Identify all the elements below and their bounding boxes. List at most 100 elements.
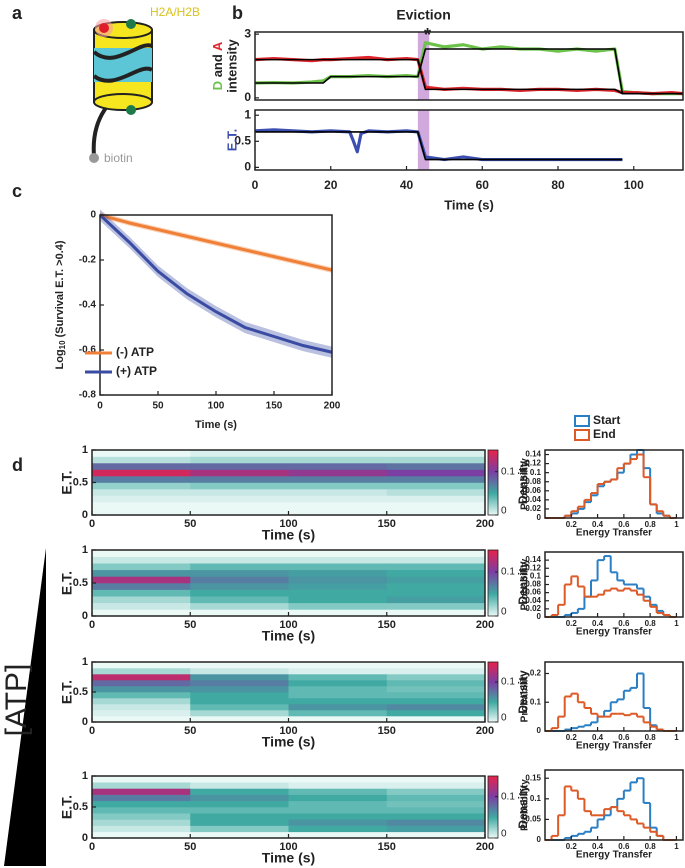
heatmap-cell [190, 686, 289, 693]
heatmap-cell [386, 698, 486, 705]
heatmap-cell [190, 831, 289, 839]
heatmap-cell [190, 813, 289, 820]
plot-frame [254, 109, 684, 171]
heatmap-cell [288, 476, 388, 483]
heatmap-cell [288, 489, 388, 496]
heatmap-cell [190, 602, 289, 610]
atp-label: [ATP] [0, 664, 33, 737]
x-tick-label: 200 [324, 401, 341, 412]
heatmap-cell [386, 502, 486, 509]
y-tick-label: 0.1 [530, 468, 542, 477]
heatmap-cell [386, 576, 486, 584]
x-tick-label: 150 [266, 401, 283, 412]
heatmap-cell [288, 596, 388, 604]
heatmap-cell [386, 596, 486, 604]
heatmap-cell [386, 489, 486, 496]
heatmap-cell [190, 716, 289, 723]
heatmap-cell [92, 463, 191, 470]
x-axis-label: Energy Transfer [576, 528, 652, 539]
heatmap-cell [92, 556, 191, 564]
heatmap-cell [288, 710, 388, 717]
heatmap-cell [92, 563, 191, 571]
legend-label: End [593, 427, 616, 441]
heatmap-cell [92, 583, 191, 590]
x-tick-label: 1 [674, 733, 679, 742]
x-axis-label: Time (s) [444, 197, 494, 212]
x-axis-label: Energy Transfer [576, 741, 652, 752]
y-axis-label-part: A [210, 41, 225, 51]
heatmap-cell [386, 569, 486, 577]
colorbar-tick-label: 0 [501, 607, 507, 618]
y-tick-label: 0.12 [525, 563, 541, 572]
y-axis-label: E.T. [59, 795, 75, 819]
x-axis-label: Time (s) [262, 734, 315, 750]
heatmap-cell [92, 668, 191, 675]
eviction-highlight [417, 32, 430, 100]
heatmap-cell [386, 563, 486, 571]
x-tick-label: 1 [674, 619, 679, 628]
histone-label: H2A/H2B [150, 5, 200, 19]
x-tick-label: 0.2 [566, 842, 578, 851]
heatmap-cell [386, 686, 486, 693]
heatmap-cell [92, 602, 191, 610]
heatmap-cell [190, 609, 289, 617]
heatmap-cell [92, 698, 191, 705]
y-axis-label: Probability [520, 558, 531, 610]
x-tick-label: 200 [476, 725, 494, 737]
y-tick-label: 1 [82, 544, 88, 556]
heatmap-cell [288, 576, 388, 584]
y-tick-label: 0 [537, 726, 542, 735]
heatmap-cell [386, 550, 486, 557]
heatmap-cell [190, 596, 289, 604]
y-axis-label: Probability [520, 779, 531, 831]
heatmap-cell [92, 450, 191, 457]
heatmap-cell [92, 813, 191, 820]
y-axis-label: Probability [520, 458, 531, 510]
y-tick-label: -0.8 [79, 390, 97, 401]
heatmap-cell [288, 508, 388, 516]
x-tick-label: 150 [378, 619, 396, 631]
y-tick-label: 0.04 [525, 495, 541, 504]
heatmap-cell [288, 704, 388, 711]
x-tick-label: 0 [89, 619, 95, 631]
heatmap-cell [92, 609, 191, 617]
heatmap-cell [288, 668, 388, 675]
panel-label: d [12, 455, 23, 475]
annotation-star: * [424, 25, 431, 45]
heatmap-cell [190, 589, 289, 597]
x-tick-label: 0.4 [592, 619, 604, 628]
heatmap-cell [190, 482, 289, 490]
trace-line [255, 48, 683, 95]
x-tick-label: 0.8 [645, 733, 657, 742]
heatmap-cell [190, 563, 289, 571]
heatmap-cell [92, 807, 191, 814]
x-tick-label: 0.8 [645, 619, 657, 628]
y-axis-label-part: (Survival E.T. >0.4) [54, 240, 66, 340]
y-tick-label: 0.06 [525, 486, 541, 495]
heatmap-cell [386, 463, 486, 470]
heatmap-cell [288, 794, 388, 802]
heatmap-cell [92, 569, 191, 577]
x-tick-label: 40 [400, 178, 414, 192]
x-axis-label: Time (s) [195, 419, 237, 431]
x-tick-label: 0.6 [618, 619, 630, 628]
heatmap-cell [288, 782, 388, 789]
heatmap-cell [386, 807, 486, 814]
nucleosome-diagram [89, 19, 154, 163]
colorbar-label: Density [516, 561, 530, 605]
heatmap-cell [386, 508, 486, 516]
y-axis-label: E.T. [59, 680, 75, 704]
heatmap-cell [92, 456, 191, 464]
colorbar [487, 661, 499, 723]
y-axis-label-part: D [210, 81, 225, 90]
heatmap-cell [386, 668, 486, 675]
heatmap-cell [386, 556, 486, 564]
atp-wedge [4, 548, 46, 866]
heatmap-cell [386, 589, 486, 597]
heatmap-cell [190, 788, 289, 795]
legend-swatch [574, 429, 590, 441]
x-tick-label: 50 [184, 725, 196, 737]
heatmap-cell [92, 831, 191, 839]
x-tick-label: 200 [476, 841, 494, 853]
heatmap-cell [190, 508, 289, 516]
